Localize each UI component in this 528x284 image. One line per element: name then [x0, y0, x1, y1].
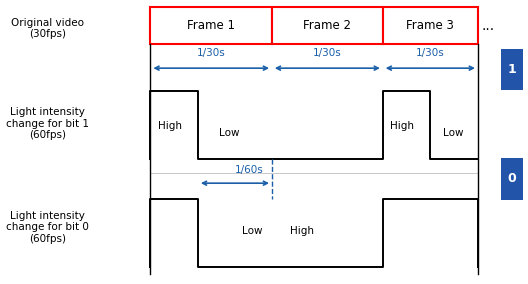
Text: 1: 1 [507, 63, 516, 76]
Text: 1/30s: 1/30s [416, 48, 445, 58]
Text: Light intensity
change for bit 0
(60fps): Light intensity change for bit 0 (60fps) [6, 211, 89, 244]
Text: Low: Low [220, 128, 240, 139]
Text: Frame 3: Frame 3 [407, 19, 454, 32]
Text: High: High [158, 121, 182, 131]
Text: Frame 2: Frame 2 [304, 19, 351, 32]
Bar [501, 158, 523, 199]
Text: 1/30s: 1/30s [313, 48, 342, 58]
Text: High: High [390, 121, 414, 131]
Text: High: High [290, 226, 314, 237]
Text: ...: ... [482, 18, 495, 33]
Bar [150, 7, 272, 44]
Bar [501, 49, 523, 90]
Bar [383, 7, 478, 44]
Text: Light intensity
change for bit 1
(60fps): Light intensity change for bit 1 (60fps) [6, 107, 89, 140]
Text: Original video
(30fps): Original video (30fps) [11, 18, 84, 39]
Text: Low: Low [443, 128, 463, 139]
Text: Frame 1: Frame 1 [187, 19, 235, 32]
Text: Low: Low [242, 226, 262, 237]
Text: 1/30s: 1/30s [197, 48, 225, 58]
Bar [272, 7, 383, 44]
Text: 0: 0 [507, 172, 516, 185]
Text: 1/60s: 1/60s [235, 165, 263, 175]
